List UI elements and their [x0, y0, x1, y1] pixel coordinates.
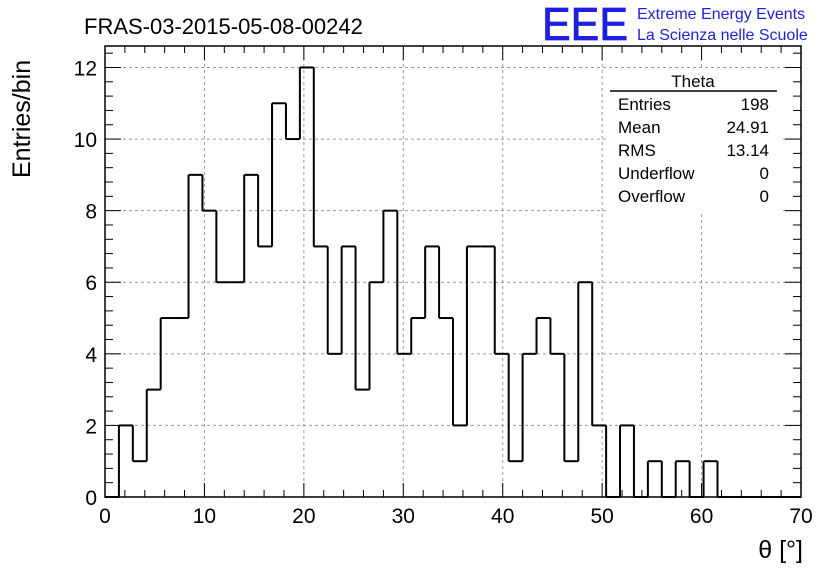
- stats-value-rms: 13.14: [726, 141, 769, 160]
- x-tick-label: 70: [789, 505, 812, 528]
- y-tick-label: 2: [85, 415, 97, 438]
- y-tick-label: 8: [85, 201, 97, 224]
- logo-line-1: Extreme Energy Events: [637, 6, 805, 23]
- stats-value-underflow: 0: [760, 164, 769, 183]
- y-tick-label: 10: [74, 129, 97, 152]
- plot-frame: [104, 45, 802, 498]
- stats-label-entries: Entries: [618, 95, 671, 114]
- x-tick-label: 40: [491, 505, 514, 528]
- y-tick-label: 12: [74, 57, 97, 80]
- stats-value-mean: 24.91: [726, 118, 769, 137]
- plot-frame-border: [104, 45, 802, 498]
- x-tick-label: 30: [392, 505, 415, 528]
- chart-title: FRAS-03-2015-05-08-00242: [84, 14, 363, 39]
- x-tick-label: 20: [292, 505, 315, 528]
- stats-value-entries: 198: [741, 95, 769, 114]
- stats-value-overflow: 0: [760, 187, 769, 206]
- stats-label-underflow: Underflow: [618, 164, 695, 183]
- x-tick-label: 60: [690, 505, 713, 528]
- logo-line-2: La Scienza nelle Scuole: [637, 27, 808, 44]
- stats-label-rms: RMS: [618, 141, 656, 160]
- x-tick-label: 10: [193, 505, 216, 528]
- y-axis-label: Entries/bin: [8, 60, 36, 178]
- stats-label-overflow: Overflow: [618, 187, 686, 206]
- y-tick-label: 4: [85, 344, 97, 367]
- stats-label-mean: Mean: [618, 118, 661, 137]
- y-tick-label: 6: [85, 272, 97, 295]
- x-tick-label: 50: [590, 505, 613, 528]
- stats-box: Theta Entries 198 Mean 24.91 RMS 13.14 U…: [606, 68, 780, 212]
- axis-ticks: 0 10 20 30 40 50 60 70 0 2 4 6 8 10 12: [74, 46, 813, 528]
- x-tick-label: 0: [99, 505, 111, 528]
- histogram-series: [105, 66, 801, 498]
- eee-logo-text: EEE: [542, 0, 628, 50]
- y-tick-label: 0: [85, 487, 97, 510]
- stats-title: Theta: [671, 72, 715, 91]
- x-axis-label: θ [°]: [758, 536, 803, 564]
